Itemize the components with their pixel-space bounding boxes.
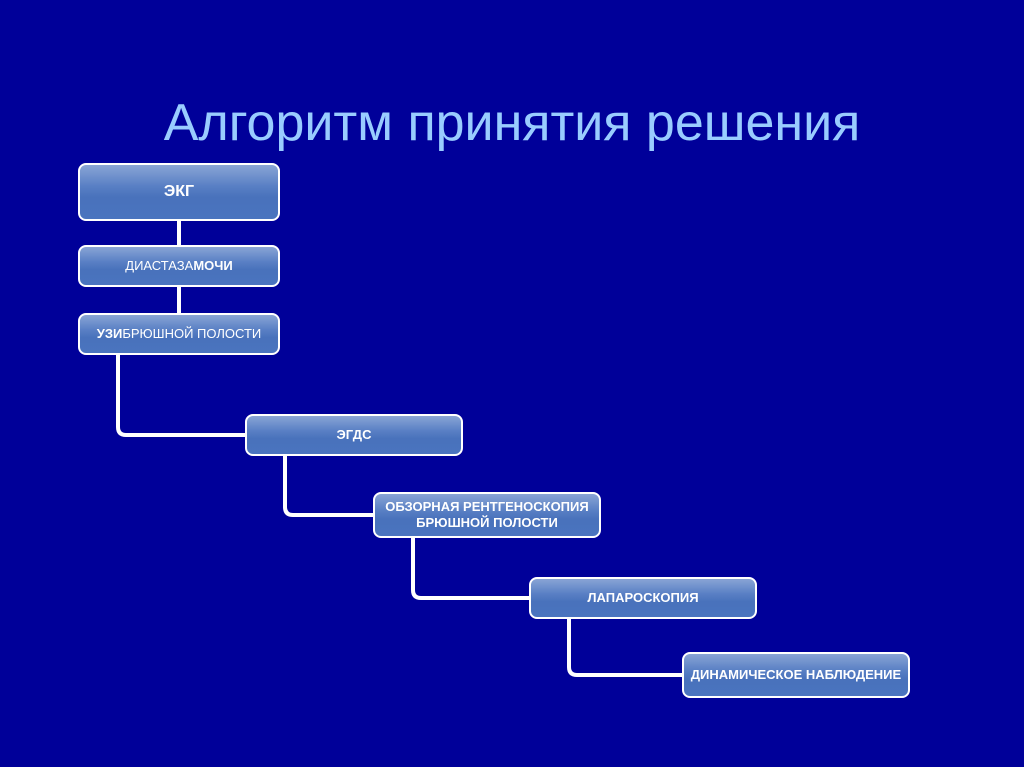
flow-node-n1: ЭКГ [78, 163, 280, 221]
flow-node-n6: ЛАПАРОСКОПИЯ [529, 577, 757, 619]
flow-node-n5: ОБЗОРНАЯ РЕНТГЕНОСКОПИЯ БРЮШНОЙ ПОЛОСТИ [373, 492, 601, 538]
connector-n3-n4 [118, 355, 245, 435]
slide: Алгоритм принятия решения ЭКГ ДИАСТАЗА МО… [0, 0, 1024, 767]
connector-n4-n5 [285, 456, 373, 515]
flow-node-n4: ЭГДС [245, 414, 463, 456]
flow-node-n7: ДИНАМИЧЕСКОЕ НАБЛЮДЕНИЕ [682, 652, 910, 698]
connector-n6-n7 [569, 619, 682, 675]
connector-n5-n6 [413, 538, 529, 598]
flow-node-n2: ДИАСТАЗА МОЧИ [78, 245, 280, 287]
flow-node-n3: УЗИ БРЮШНОЙ ПОЛОСТИ [78, 313, 280, 355]
slide-title: Алгоритм принятия решения [0, 93, 1024, 153]
